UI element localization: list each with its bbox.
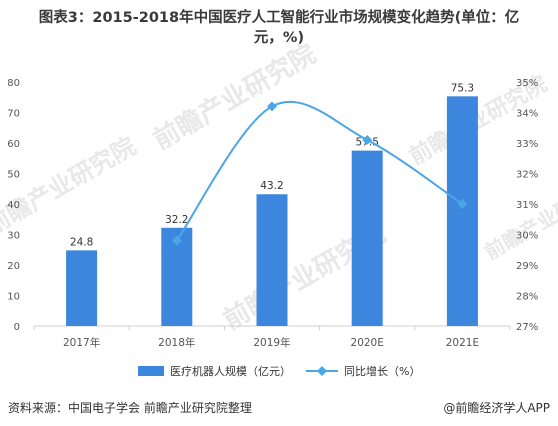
y-left-tick-label: 0 <box>14 322 20 333</box>
y-left-tick-label: 30 <box>7 231 20 242</box>
y-right-tick-label: 27% <box>516 322 538 333</box>
bar-data-label: 75.3 <box>451 82 474 94</box>
x-tick-label: 2018年 <box>158 336 195 349</box>
chart-title-line-2: 元，%) <box>253 30 305 46</box>
bar-2017年 <box>66 250 98 326</box>
bar-2020E <box>351 150 383 326</box>
y-left-tick-label: 10 <box>7 292 20 303</box>
x-tick-label: 2017年 <box>63 336 100 349</box>
bar-data-label: 43.2 <box>260 180 283 192</box>
bar-2019年 <box>256 194 288 326</box>
y-right-tick-label: 34% <box>516 109 538 120</box>
growth-point <box>267 101 277 112</box>
brand-label: @前瞻经济学人APP <box>443 400 550 415</box>
x-tick-label: 2020E <box>351 337 384 349</box>
bar-data-label: 24.8 <box>70 236 93 248</box>
y-right-tick-label: 28% <box>516 292 538 303</box>
y-left-tick-label: 70 <box>7 109 20 120</box>
watermark-1: 前瞻产业研究院 <box>148 38 321 156</box>
y-right-tick-label: 32% <box>516 170 538 181</box>
growth-line <box>175 100 463 242</box>
y-right-tick-label: 33% <box>516 139 538 150</box>
legend-marker-line <box>317 366 327 376</box>
x-tick-label: 2021E <box>446 337 479 349</box>
bar-data-label: 32.2 <box>165 214 188 226</box>
y-right-tick-label: 35% <box>516 78 538 89</box>
legend-label-line: 同比增长（%） <box>344 364 420 378</box>
bar-2021E <box>446 96 478 327</box>
y-left-tick-label: 50 <box>7 170 20 181</box>
legend-swatch-bars <box>138 366 164 376</box>
y-left-tick-label: 20 <box>7 261 20 272</box>
x-tick-label: 2019年 <box>253 336 290 349</box>
growth-point <box>171 235 182 246</box>
y-left-tick-label: 80 <box>7 78 20 89</box>
y-right-tick-label: 30% <box>516 231 538 242</box>
y-left-tick-label: 40 <box>7 200 20 211</box>
chart-title-line-1: 图表3：2015-2018年中国医疗人工智能行业市场规模变化趋势(单位：亿 <box>38 10 520 26</box>
growth-point <box>457 199 468 209</box>
source-note: 资料来源：中国电子学会 前瞻产业研究院整理 <box>8 400 252 415</box>
footer: 资料来源：中国电子学会 前瞻产业研究院整理 @前瞻经济学人APP <box>8 396 550 418</box>
watermark-0: 前瞻产业研究院 <box>0 132 140 240</box>
legend-label-bars: 医疗机器人规模（亿元） <box>170 364 291 378</box>
watermark-4: 前瞻产业研究院 <box>481 174 558 265</box>
growth-point <box>362 135 373 145</box>
y-left-tick-label: 60 <box>7 139 20 150</box>
y-right-tick-label: 31% <box>516 200 538 211</box>
chart-title: 图表3：2015-2018年中国医疗人工智能行业市场规模变化趋势(单位：亿 元，… <box>0 8 558 48</box>
y-right-tick-label: 29% <box>516 261 538 272</box>
